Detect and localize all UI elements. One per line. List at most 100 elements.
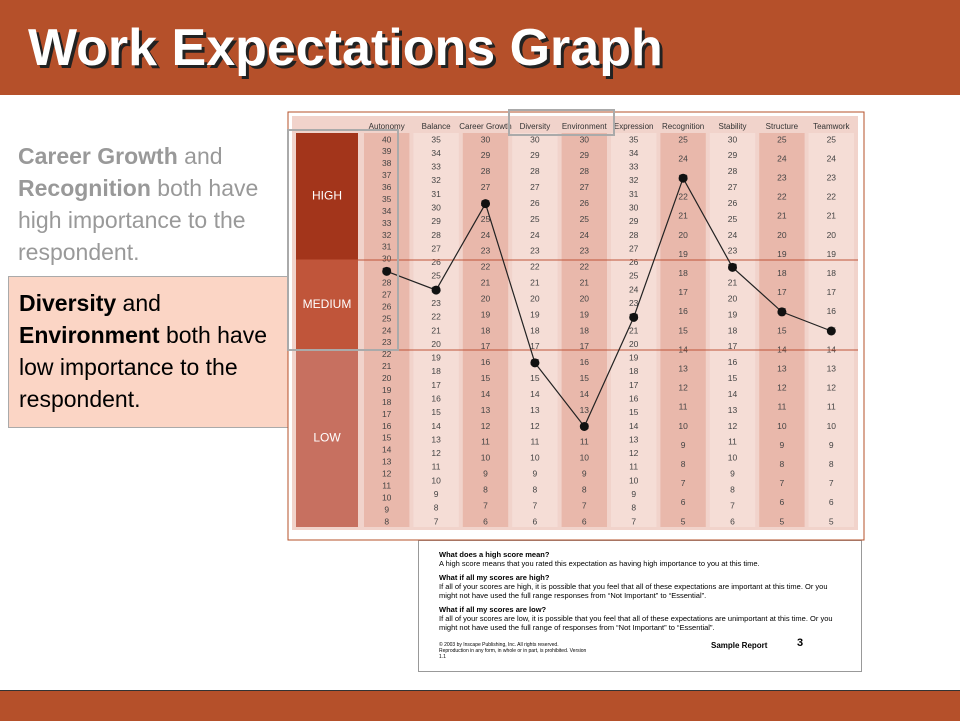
score-dot xyxy=(530,358,540,368)
score-label: 25 xyxy=(678,134,688,144)
answer: A high score means that you rated this e… xyxy=(439,559,760,568)
column-stripe xyxy=(462,133,509,527)
score-label: 25 xyxy=(580,214,590,224)
score-label: 21 xyxy=(678,211,688,221)
score-label: 36 xyxy=(382,182,392,192)
score-label: 6 xyxy=(681,497,686,507)
score-label: 13 xyxy=(728,405,738,415)
score-label: 34 xyxy=(431,148,441,158)
score-label: 35 xyxy=(382,194,392,204)
score-label: 23 xyxy=(777,172,787,182)
score-label: 9 xyxy=(384,504,389,514)
score-label: 12 xyxy=(530,421,540,431)
score-label: 25 xyxy=(530,214,540,224)
score-label: 17 xyxy=(728,341,738,351)
score-label: 24 xyxy=(629,284,639,294)
score-label: 14 xyxy=(728,389,738,399)
score-label: 6 xyxy=(582,516,587,526)
score-label: 16 xyxy=(580,357,590,367)
score-label: 11 xyxy=(728,437,737,447)
callout-text: Recognition xyxy=(18,175,151,201)
column-stripe xyxy=(660,133,706,527)
score-label: 30 xyxy=(530,134,540,144)
score-label: 14 xyxy=(530,389,540,399)
score-label: 7 xyxy=(681,478,686,488)
score-label: 8 xyxy=(434,503,439,513)
score-label: 12 xyxy=(728,421,738,431)
column-name: Diversity xyxy=(520,122,551,131)
score-label: 13 xyxy=(382,457,392,467)
score-label: 14 xyxy=(827,344,837,354)
score-label: 8 xyxy=(582,484,587,494)
level-band xyxy=(296,350,358,527)
column-stripe xyxy=(561,133,607,527)
score-label: 33 xyxy=(382,218,392,228)
score-label: 16 xyxy=(481,357,491,367)
score-line xyxy=(386,176,832,428)
score-label: 7 xyxy=(829,478,834,488)
score-label: 15 xyxy=(382,433,392,443)
score-label: 7 xyxy=(631,516,636,526)
score-label: 14 xyxy=(629,421,639,431)
score-label: 11 xyxy=(432,462,441,472)
score-label: 26 xyxy=(431,257,441,267)
score-label: 5 xyxy=(829,516,834,526)
column-stripe xyxy=(759,133,805,527)
column-name: Environment xyxy=(562,122,608,131)
column-name: Stability xyxy=(718,122,746,131)
column-stripe xyxy=(611,133,657,527)
callout-text: Diversity xyxy=(19,290,117,316)
score-label: 21 xyxy=(530,278,540,288)
score-label: 8 xyxy=(730,484,735,494)
score-label: 18 xyxy=(431,366,441,376)
score-label: 29 xyxy=(481,150,491,160)
score-label: 31 xyxy=(382,242,392,252)
answer: If all of your scores are high, it is po… xyxy=(439,582,828,600)
score-label: 30 xyxy=(728,134,738,144)
score-label: 10 xyxy=(431,475,441,485)
score-label: 18 xyxy=(678,268,688,278)
score-label: 9 xyxy=(533,469,538,479)
column-name: Recognition xyxy=(662,122,704,131)
score-label: 17 xyxy=(431,380,441,390)
score-label: 25 xyxy=(728,214,738,224)
score-label: 25 xyxy=(481,214,491,224)
score-label: 15 xyxy=(678,325,688,335)
score-dot xyxy=(728,262,737,272)
score-label: 25 xyxy=(431,271,441,281)
score-label: 8 xyxy=(780,459,785,469)
score-label: 25 xyxy=(382,313,392,323)
score-label: 28 xyxy=(431,230,441,240)
score-dot xyxy=(826,326,836,336)
score-label: 6 xyxy=(780,497,785,507)
score-label: 19 xyxy=(382,385,392,395)
score-label: 20 xyxy=(580,293,590,303)
column-name: Structure xyxy=(766,122,799,131)
score-label: 18 xyxy=(530,325,540,335)
score-label: 20 xyxy=(777,230,787,240)
page-number: 3 xyxy=(797,637,804,649)
score-label: 7 xyxy=(483,500,488,510)
score-label: 6 xyxy=(829,497,834,507)
score-label: 23 xyxy=(481,246,491,256)
score-label: 26 xyxy=(382,301,392,311)
score-label: 19 xyxy=(580,309,590,319)
score-dot xyxy=(481,199,490,209)
score-label: 19 xyxy=(431,353,441,363)
score-label: 24 xyxy=(777,153,787,163)
score-label: 20 xyxy=(481,293,491,303)
score-label: 24 xyxy=(382,325,392,335)
score-label: 20 xyxy=(530,293,540,303)
score-label: 27 xyxy=(431,243,441,253)
callout-text: Career Growth xyxy=(18,143,178,169)
score-label: 27 xyxy=(530,182,540,192)
score-label: 38 xyxy=(382,158,392,168)
score-dot xyxy=(431,285,441,295)
score-label: 8 xyxy=(384,516,389,526)
score-label: 11 xyxy=(382,480,391,490)
score-label: 15 xyxy=(629,407,639,417)
score-label: 13 xyxy=(580,405,590,415)
score-label: 35 xyxy=(629,134,639,144)
score-label: 12 xyxy=(827,383,837,393)
score-label: 18 xyxy=(827,268,837,278)
